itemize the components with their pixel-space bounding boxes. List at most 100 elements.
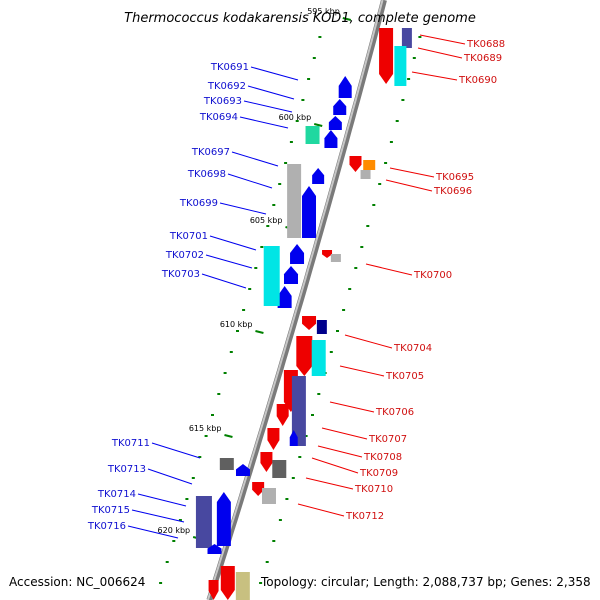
- connector-left: [147, 468, 193, 485]
- tick-mark-left: [272, 204, 276, 206]
- gene-label-tk0694: TK0694: [199, 112, 238, 123]
- gene-tk0697: [312, 168, 325, 184]
- gene-label-tk0702: TK0702: [165, 250, 204, 261]
- tick-mark-right: [412, 57, 416, 59]
- gene-tk0711: [219, 458, 234, 470]
- tick-mark-right: [298, 456, 302, 458]
- gene-tk0691: [338, 76, 352, 98]
- tick-mark-right: [372, 204, 376, 206]
- connector-right: [385, 179, 433, 192]
- gene-labels: TK0691 TK0692 TK0693 TK0694 TK0697 TK0698 TK06…: [87, 39, 505, 532]
- gene-tk0700b: [330, 254, 341, 262]
- gene-tk0709a: [267, 428, 280, 450]
- gene-bottom-olive: [235, 572, 250, 600]
- tick-mark-left: [191, 477, 195, 479]
- gene-features: [195, 28, 412, 600]
- gene-label-tk0689: TK0689: [463, 53, 502, 64]
- tick-mark-right: [360, 246, 364, 248]
- gene-label-tk0701: TK0701: [169, 231, 208, 242]
- gene-tk0695: [349, 156, 362, 172]
- gene-tk0699: [287, 164, 302, 238]
- gene-tk0705: [311, 340, 326, 376]
- tick-mark-right: [384, 162, 388, 164]
- gene-tk0701: [290, 244, 305, 264]
- major-tick: [313, 123, 323, 127]
- gene-label-tk0709: TK0709: [359, 468, 398, 479]
- gene-teal: [305, 126, 320, 144]
- tick-mark-right: [317, 393, 321, 395]
- ruler-label: 610 kbp: [220, 320, 253, 329]
- tick-mark-right: [285, 498, 289, 500]
- gene-tk0716: [207, 544, 222, 554]
- gene-label-tk0708: TK0708: [363, 452, 402, 463]
- gene-label-tk0699: TK0699: [179, 198, 218, 209]
- tick-mark-right: [278, 519, 282, 521]
- gene-label-tk0693: TK0693: [203, 96, 242, 107]
- gene-tk0706: [291, 376, 306, 446]
- genome-backbone: [206, 0, 387, 600]
- gene-label-tk0690: TK0690: [458, 75, 497, 86]
- ruler-label: 595 kbp: [307, 7, 340, 16]
- tick-mark-left: [242, 309, 246, 311]
- connector-left: [137, 493, 187, 507]
- tick-mark-left: [229, 351, 233, 353]
- gene-label-tk0704: TK0704: [393, 343, 432, 354]
- connector-right: [297, 503, 345, 517]
- connector-right: [321, 427, 368, 440]
- backbone-highlight: [206, 0, 384, 600]
- tick-mark-right: [378, 183, 382, 185]
- gene-label-tk0711: TK0711: [111, 438, 150, 449]
- gene-tk0693: [328, 116, 342, 130]
- gene-tk0703: [277, 286, 292, 308]
- gene-label-tk0695: TK0695: [435, 172, 474, 183]
- gene-tk0698: [302, 186, 317, 238]
- tick-mark-left: [284, 162, 288, 164]
- connector-left: [205, 254, 253, 269]
- tick-mark-left: [178, 519, 182, 521]
- connector-left: [250, 66, 299, 81]
- gene-tk0712: [261, 488, 276, 504]
- gene-tk0704b: [316, 320, 327, 334]
- gene-tk0689: [401, 28, 412, 48]
- gene-cyan-block: [263, 246, 280, 306]
- ruler-ticks: 595 kbp 600 kbp 605 kbp 610 kbp 615 kbp 620 k…: [158, 7, 422, 584]
- topology-text: Topology: circular; Length: 2,088,737 bp…: [260, 575, 591, 589]
- tick-mark-left: [236, 330, 239, 332]
- tick-mark-right: [272, 540, 276, 542]
- gene-label-tk0696: TK0696: [433, 186, 472, 197]
- tick-mark-right: [395, 120, 399, 122]
- gene-label-tk0707: TK0707: [368, 434, 407, 445]
- gene-tk0705a: [296, 336, 313, 376]
- connector-left: [243, 100, 293, 113]
- tick-mark-left: [301, 99, 305, 101]
- connector-right: [329, 401, 375, 413]
- tick-mark-right: [418, 36, 422, 38]
- connector-left: [127, 525, 179, 539]
- connector-left: [201, 273, 247, 289]
- tick-mark-right: [291, 477, 295, 479]
- tick-mark-left: [254, 267, 258, 269]
- connector-right: [411, 71, 458, 81]
- tick-mark-left: [185, 498, 189, 500]
- connector-left: [239, 116, 289, 129]
- tick-mark-left: [318, 36, 322, 38]
- gene-tk0700: [322, 250, 333, 258]
- tick-mark-right: [348, 288, 352, 290]
- ruler-label: 615 kbp: [189, 424, 222, 433]
- connector-left: [227, 173, 273, 189]
- gene-label-tk0710: TK0710: [354, 484, 393, 495]
- tick-mark-left: [312, 57, 316, 59]
- connector-right: [389, 167, 435, 178]
- tick-mark-right: [259, 582, 263, 584]
- tick-mark-right: [354, 267, 358, 269]
- gene-tk0715: [195, 496, 212, 548]
- gene-bottom-red2: [208, 580, 219, 600]
- connector-right: [365, 263, 413, 276]
- tick-mark-left: [211, 414, 214, 416]
- tick-mark-left: [217, 393, 221, 395]
- tick-mark-left: [289, 141, 293, 143]
- connector-right: [317, 445, 363, 458]
- gene-tk0709: [260, 452, 273, 472]
- tick-mark-left: [198, 456, 202, 458]
- connector-left: [247, 85, 295, 100]
